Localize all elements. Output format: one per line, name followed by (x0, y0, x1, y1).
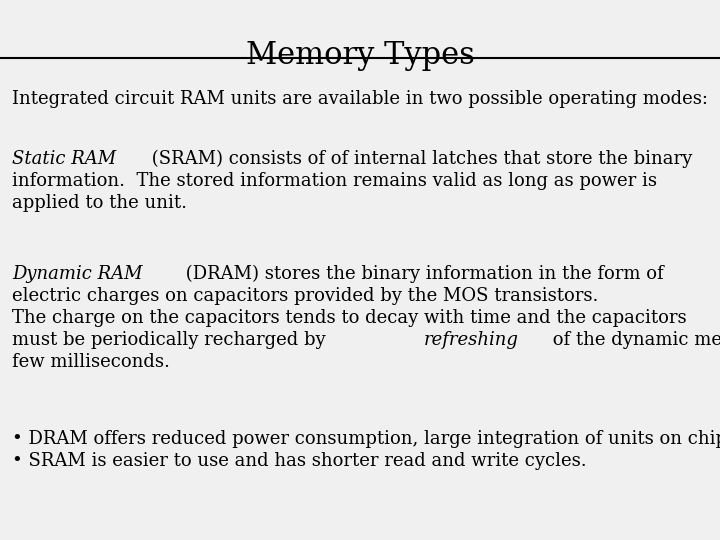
Text: Dynamic RAM: Dynamic RAM (12, 265, 143, 283)
Text: must be periodically recharged by: must be periodically recharged by (12, 331, 331, 349)
Text: Integrated circuit RAM units are available in two possible operating modes:: Integrated circuit RAM units are availab… (12, 90, 714, 108)
Text: few milliseconds.: few milliseconds. (12, 353, 170, 371)
Text: • DRAM offers reduced power consumption, large integration of units on chip.: • DRAM offers reduced power consumption,… (12, 430, 720, 448)
Text: The charge on the capacitors tends to decay with time and the capacitors: The charge on the capacitors tends to de… (12, 309, 687, 327)
Text: of the dynamic memory every: of the dynamic memory every (546, 331, 720, 349)
Text: information.  The stored information remains valid as long as power is: information. The stored information rema… (12, 172, 657, 190)
Text: Memory Types: Memory Types (246, 40, 474, 71)
Text: Static RAM: Static RAM (12, 150, 116, 168)
Text: • SRAM is easier to use and has shorter read and write cycles.: • SRAM is easier to use and has shorter … (12, 452, 587, 470)
Text: refreshing: refreshing (424, 331, 519, 349)
Text: electric charges on capacitors provided by the MOS transistors.: electric charges on capacitors provided … (12, 287, 598, 305)
Text: (DRAM) stores the binary information in the form of: (DRAM) stores the binary information in … (181, 265, 664, 284)
Text: applied to the unit.: applied to the unit. (12, 194, 187, 212)
Text: (SRAM) consists of of internal latches that store the binary: (SRAM) consists of of internal latches t… (146, 150, 693, 168)
